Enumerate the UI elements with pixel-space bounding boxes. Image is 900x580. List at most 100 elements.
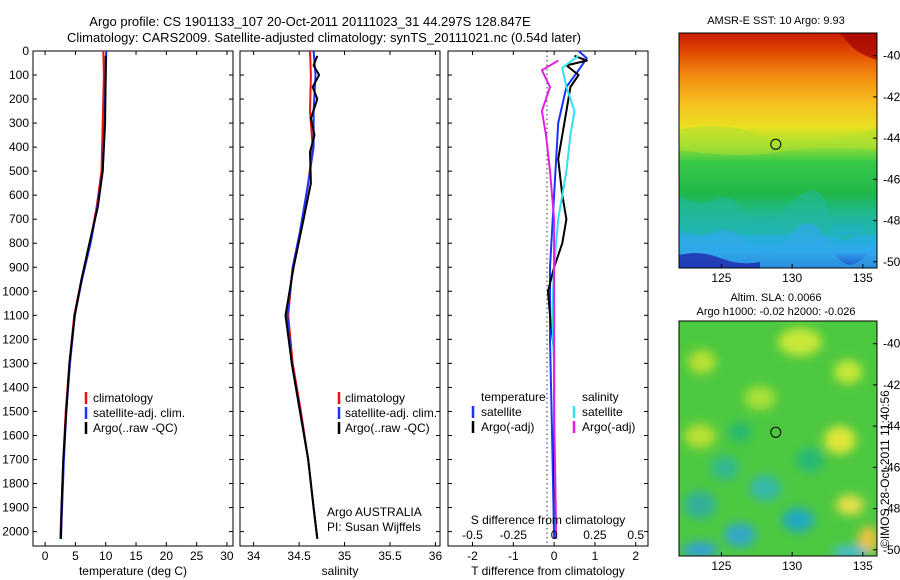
series-argo-raw-qc- xyxy=(284,55,321,539)
y-tick-label: 1100 xyxy=(3,308,29,322)
sst-float-marker xyxy=(770,138,782,150)
x2-tick-label: 0.5 xyxy=(627,528,644,542)
map-y-tick-label: -50 xyxy=(883,543,900,557)
x-tick-label: 35 xyxy=(338,549,352,563)
y-tick-label: 1800 xyxy=(2,477,29,491)
legend-title-temperature: temperature xyxy=(481,390,546,404)
x2-tick-label: -0.25 xyxy=(500,528,528,542)
institution-label: Argo AUSTRALIA xyxy=(327,505,422,519)
y-tick-label: 1600 xyxy=(2,428,29,442)
map-x-tick-label: 135 xyxy=(853,271,873,285)
difference-panel: -2 -1 0 1 2 S difference from climatology -0… xyxy=(447,50,649,578)
map-x-tick-label: 125 xyxy=(711,271,731,285)
legend-label-sal-argo: Argo(-adj) xyxy=(582,420,635,434)
sla-field xyxy=(679,321,877,556)
map-x-tick-label: 130 xyxy=(782,271,802,285)
x-tick-label: 35.5 xyxy=(378,549,402,563)
map-x-tick-label: 130 xyxy=(782,559,802,573)
map-x-tick-label: 125 xyxy=(711,559,731,573)
sst-warm-patch xyxy=(840,33,877,60)
y-tick-label: 700 xyxy=(9,212,29,226)
t-difference-xlabel: T difference from climatology xyxy=(471,564,625,578)
y-tick-label: 400 xyxy=(9,140,29,154)
x-tick-label: 5 xyxy=(72,549,79,563)
y-tick-label: 0 xyxy=(22,44,29,58)
legend-label-satellite-adj: satellite-adj. clim. xyxy=(93,406,185,420)
map-y-tick-label: -40 xyxy=(883,49,900,63)
salinity-legend: climatology satellite-adj. clim. Argo(..… xyxy=(337,391,437,435)
sst-map-frame xyxy=(678,32,878,269)
y-tick-label: 1900 xyxy=(2,501,29,515)
salinity-xlabel: salinity xyxy=(322,564,359,578)
y-tick-label: 1700 xyxy=(2,452,29,466)
sst-front-teal xyxy=(679,190,877,241)
x2-tick-label: 0.25 xyxy=(583,528,607,542)
sst-cold-patch xyxy=(679,253,760,268)
x-tick-label: 0 xyxy=(551,549,558,563)
y-tick-label: 900 xyxy=(9,260,29,274)
sla-map: Altim. SLA: 0.0066 Argo h1000: -0.02 h20… xyxy=(678,292,900,573)
x-tick-label: 0 xyxy=(42,549,49,563)
x-tick-label: 30 xyxy=(220,549,234,563)
figure-title: Argo profile: CS 1901133_107 20-Oct-2011… xyxy=(89,14,531,29)
map-y-tick-label: -42 xyxy=(883,90,900,104)
salinity-panel: 34 34.5 35 35.5 36 salinity climatology sate… xyxy=(239,50,443,578)
sla-map-subtitle: Argo h1000: -0.02 h2000: -0.026 xyxy=(696,306,855,318)
x2-tick-label: 0 xyxy=(551,528,558,542)
x-tick-label: 20 xyxy=(160,549,174,563)
difference-plot-frame xyxy=(447,50,649,547)
y-tick-label: 1000 xyxy=(2,284,29,298)
legend-label-climatology: climatology xyxy=(93,391,153,405)
legend-label-temp-argo: Argo(-adj) xyxy=(481,420,534,434)
y-tick-label: 500 xyxy=(9,164,29,178)
temperature-panel: 0100200300400500600700800900100011001200… xyxy=(2,44,234,578)
sst-field xyxy=(679,33,877,268)
map-y-tick-label: -44 xyxy=(883,419,900,433)
series-salinity-argo-adj- xyxy=(540,59,559,539)
map-y-tick-label: -44 xyxy=(883,131,900,145)
map-y-tick-label: -46 xyxy=(883,460,900,474)
map-y-tick-label: -42 xyxy=(883,378,900,392)
legend-label-satellite-adj: satellite-adj. clim. xyxy=(345,406,437,420)
temperature-plot-frame xyxy=(32,50,234,547)
temperature-xlabel: temperature (deg C) xyxy=(79,564,187,578)
map-y-tick-label: -50 xyxy=(883,255,900,269)
map-y-tick-label: -46 xyxy=(883,172,900,186)
legend-label-argo: Argo(..raw -QC) xyxy=(93,421,178,435)
y-tick-label: 1300 xyxy=(2,356,29,370)
y-tick-label: 1400 xyxy=(2,380,29,394)
y-tick-label: 800 xyxy=(9,236,29,250)
x-tick-label: 36 xyxy=(429,549,443,563)
sla-map-title: Altim. SLA: 0.0066 xyxy=(730,292,821,304)
salinity-plot-frame xyxy=(239,50,441,547)
s-difference-xlabel: S difference from climatology xyxy=(471,513,626,527)
x-tick-label: 15 xyxy=(129,549,143,563)
sla-blobs xyxy=(682,328,877,556)
sla-float-marker xyxy=(770,426,782,438)
y-tick-label: 1500 xyxy=(2,404,29,418)
sst-map: AMSR-E SST: 10 Argo: 9.93 -40 -42 -44 -46 -4… xyxy=(678,15,900,285)
x-tick-label: -1 xyxy=(508,549,519,563)
legend-label-sal-satellite: satellite xyxy=(582,405,623,419)
sst-map-title: AMSR-E SST: 10 Argo: 9.93 xyxy=(707,15,845,27)
series-argo-raw-qc- xyxy=(59,55,107,539)
y-tick-label: 1200 xyxy=(2,332,29,346)
x-tick-label: 2 xyxy=(632,549,639,563)
x-tick-label: 10 xyxy=(99,549,113,563)
map-y-tick-label: -40 xyxy=(883,337,900,351)
x-tick-label: 34 xyxy=(247,549,261,563)
sst-front-cyan xyxy=(679,223,877,268)
legend-label-argo: Argo(..raw -QC) xyxy=(345,421,430,435)
x2-tick-label: -0.5 xyxy=(462,528,483,542)
y-tick-label: 600 xyxy=(9,188,29,202)
map-y-tick-label: -48 xyxy=(883,502,900,516)
difference-legend: temperature satellite Argo(-adj) salinit… xyxy=(471,390,635,434)
x-tick-label: -2 xyxy=(467,549,478,563)
y-tick-label: 100 xyxy=(9,68,29,82)
legend-title-salinity: salinity xyxy=(582,390,619,404)
y-tick-label: 300 xyxy=(9,116,29,130)
x-tick-label: 25 xyxy=(190,549,204,563)
series-temperature-satellite xyxy=(549,50,588,539)
imos-credit: ©IMOS 28-Oct-2011 11:40:56 xyxy=(878,390,892,548)
